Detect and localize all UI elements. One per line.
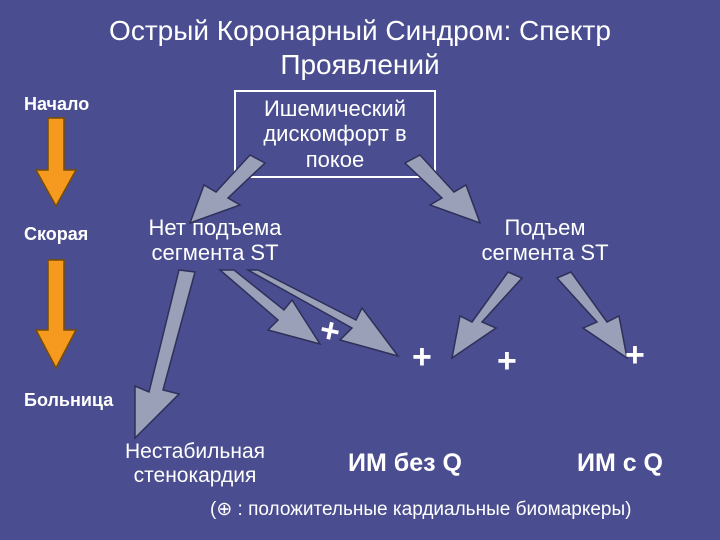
st-text: Подъем сегмента ST (460, 215, 630, 266)
orange-arrow-1 (36, 118, 76, 206)
stage-start-label: Начало (24, 94, 89, 115)
gray-arrow-st-right (555, 272, 627, 358)
gray-arrow-nost-left (135, 270, 199, 438)
plus-4: + (625, 336, 645, 375)
stage-ambulance-label: Скорая (24, 224, 88, 245)
stage-hospital-label: Больница (24, 390, 113, 411)
outcome-unstable-text: Нестабильная стенокардия (100, 440, 290, 488)
outcome-unstable: Нестабильная стенокардия (100, 440, 290, 488)
gray-arrow-root-right (400, 155, 480, 223)
page-title: Острый Коронарный Синдром: Спектр Проявл… (0, 0, 720, 81)
outcome-mi-noq: ИМ без Q (330, 449, 480, 478)
title-line2: Проявлений (280, 49, 439, 80)
title-line1: Острый Коронарный Синдром: Спектр (109, 15, 611, 46)
orange-arrow-2 (36, 260, 76, 368)
st-node: Подъем сегмента ST (460, 215, 630, 266)
outcome-mi-q: ИМ с Q (550, 449, 690, 478)
gray-arrow-root-left (190, 155, 270, 223)
plus-2: + (412, 338, 432, 377)
footnote: (⊕ : положительные кардиальные биомаркер… (210, 498, 631, 521)
plus-3: + (497, 342, 517, 381)
